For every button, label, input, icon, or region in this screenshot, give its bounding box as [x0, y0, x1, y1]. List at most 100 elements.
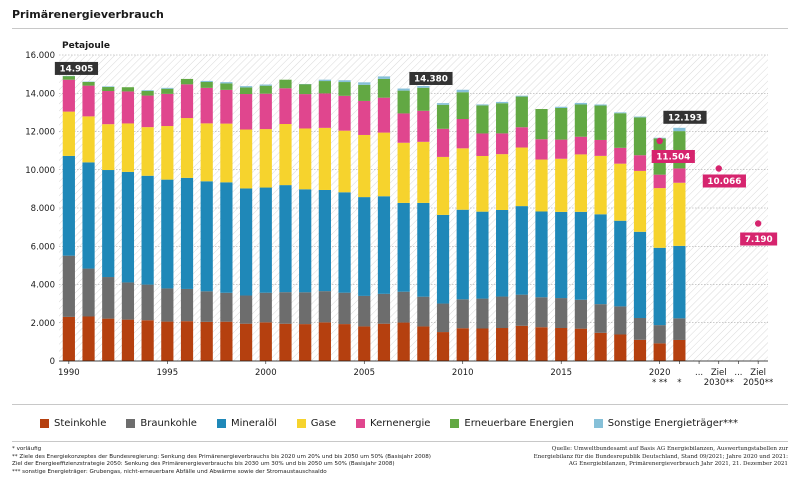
bar-segment-braunkohle: [673, 318, 686, 340]
bar-segment-mineraloel: [456, 209, 469, 300]
x-tick-label: 2010: [452, 368, 474, 378]
bar-segment-gase: [535, 159, 548, 212]
bar-segment-erneuerbare: [594, 105, 607, 140]
bar-segment-kernenergie: [299, 94, 312, 129]
bar-segment-gase: [436, 156, 450, 215]
bar-segment-sonstige: [456, 89, 469, 93]
bar-segment-kernenergie: [594, 139, 607, 156]
bar-segment-braunkohle: [574, 299, 588, 329]
legend-swatch: [40, 419, 49, 428]
bar-segment-kernenergie: [653, 174, 666, 189]
footnote-line: * vorläufig: [12, 446, 42, 452]
bar-segment-erneuerbare: [102, 86, 115, 92]
legend-item-sonstige: Sonstige Energieträger***: [593, 418, 738, 429]
bar-segment-braunkohle: [220, 292, 233, 322]
bar-segment-steinkohle: [82, 316, 95, 361]
bar-segment-mineraloel: [279, 185, 292, 293]
bar-segment-sonstige: [496, 101, 509, 104]
bar-segment-erneuerbare: [358, 84, 371, 101]
bar-segment-sonstige: [377, 76, 391, 79]
bar-segment-kernenergie: [220, 89, 233, 124]
bar-segment-sonstige: [555, 106, 568, 108]
bar-segment-steinkohle: [239, 323, 253, 361]
bar-segment-steinkohle: [476, 328, 489, 361]
bar-segment-steinkohle: [456, 328, 469, 361]
x-tick-label: Ziel: [750, 368, 766, 378]
bar-segment-braunkohle: [377, 293, 391, 324]
bar-segment-gase: [180, 118, 194, 178]
y-axis-unit-label: Petajoule: [62, 41, 110, 51]
x-tick-sublabel: 2030**: [704, 378, 734, 388]
bar-segment-kernenergie: [476, 133, 489, 156]
bar-segment-braunkohle: [436, 303, 450, 333]
bar-segment-gase: [161, 126, 174, 180]
bar-segment-steinkohle: [358, 326, 371, 361]
source-line: Energiebilanz für die Bundesrepublik Deu…: [533, 453, 788, 460]
bar-segment-braunkohle: [515, 294, 528, 326]
bar-segment-mineraloel: [377, 196, 391, 294]
x-tick-sublabel: 2050**: [743, 378, 773, 388]
bar-segment-steinkohle: [653, 343, 666, 361]
bar-segment-sonstige: [239, 86, 253, 88]
bar-segment-sonstige: [200, 80, 213, 82]
bar-segment-steinkohle: [496, 328, 509, 361]
bar-segment-erneuerbare: [417, 87, 430, 111]
target-marker: [656, 137, 663, 145]
bar-segment-kernenergie: [102, 91, 115, 125]
bar-segment-kernenergie: [515, 127, 528, 148]
bar-segment-steinkohle: [161, 321, 174, 361]
bar-segment-erneuerbare: [279, 79, 292, 89]
bar-segment-mineraloel: [318, 189, 331, 292]
bar-segment-mineraloel: [417, 202, 430, 297]
bar-segment-erneuerbare: [338, 82, 351, 96]
legend-item-kernenergie: Kernenergie: [356, 418, 430, 429]
bar-segment-sonstige: [397, 88, 410, 91]
bar-segment-erneuerbare: [515, 96, 528, 128]
bar-segment-gase: [555, 158, 568, 212]
bar-segment-kernenergie: [338, 95, 351, 131]
x-tick-label: 2015: [550, 368, 572, 378]
bar-segment-braunkohle: [653, 325, 666, 344]
legend-label: Steinkohle: [54, 418, 107, 429]
x-tick-label: ...: [695, 368, 703, 378]
bar-segment-erneuerbare: [456, 92, 469, 120]
bar-segment-sonstige: [594, 104, 607, 106]
bar-segment-mineraloel: [594, 214, 607, 305]
bar-segment-mineraloel: [259, 187, 272, 293]
bar-segment-mineraloel: [62, 155, 75, 256]
value-label: 14.905: [59, 64, 93, 74]
bar-segment-braunkohle: [614, 306, 627, 335]
bar-segment-gase: [82, 116, 95, 163]
bar-segment-mineraloel: [476, 211, 489, 299]
bar-segment-steinkohle: [220, 321, 233, 361]
bar-segment-braunkohle: [594, 304, 607, 333]
bar-segment-gase: [496, 154, 509, 210]
bar-segment-steinkohle: [318, 322, 331, 361]
bar-segment-steinkohle: [141, 320, 154, 361]
bar-segment-mineraloel: [141, 175, 154, 285]
bar-segment-mineraloel: [239, 188, 253, 296]
bar-segment-kernenergie: [62, 79, 75, 112]
target-marker: [754, 220, 762, 227]
bar-segment-braunkohle: [476, 298, 489, 329]
legend-label: Kernenergie: [370, 418, 431, 429]
bar-segment-mineraloel: [496, 209, 509, 297]
bar-segment-mineraloel: [614, 220, 627, 307]
bar-segment-gase: [456, 148, 469, 210]
legend-divider-bottom: [12, 441, 788, 442]
bar-segment-mineraloel: [161, 179, 174, 289]
bar-segment-kernenergie: [633, 155, 647, 171]
bar-segment-steinkohle: [259, 322, 272, 361]
legend-swatch: [450, 419, 460, 428]
bar-segment-steinkohle: [633, 339, 647, 361]
bar-segment-gase: [476, 155, 489, 212]
bar-segment-steinkohle: [279, 323, 292, 361]
x-tick-label: Ziel: [711, 368, 727, 378]
legend-label: Mineralöl: [230, 418, 277, 429]
bar-segment-mineraloel: [535, 211, 548, 298]
bar-segment-steinkohle: [614, 334, 627, 361]
bar-segment-erneuerbare: [496, 103, 509, 134]
bar-segment-sonstige: [633, 116, 647, 118]
bar-segment-mineraloel: [220, 182, 233, 293]
value-label-box: [663, 110, 707, 124]
